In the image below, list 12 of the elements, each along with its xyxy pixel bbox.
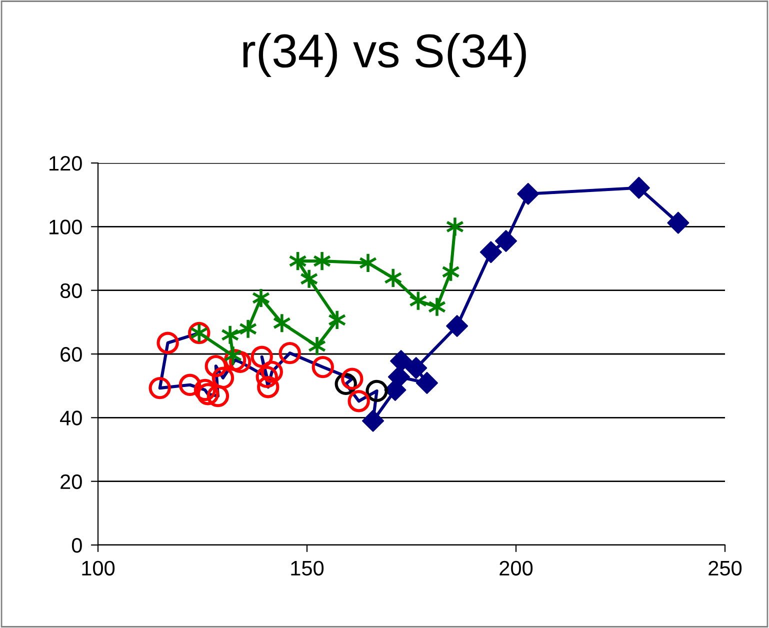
y-tick-label: 20 — [60, 474, 82, 490]
x-tick-label: 250 — [708, 560, 742, 576]
y-tick-label: 80 — [60, 283, 82, 298]
x-tick-label: 150 — [291, 560, 324, 576]
y-tick-label: 120 — [50, 156, 82, 171]
y-tick-label: 40 — [60, 410, 82, 426]
chart-title: r(34) vs S(34) — [243, 32, 526, 77]
y-tick-label: 60 — [60, 347, 82, 362]
x-tick-label: 200 — [500, 560, 533, 576]
x-tick-label: 100 — [82, 560, 115, 576]
y-tick-label: 100 — [50, 220, 82, 234]
y-tick-label: 0 — [72, 538, 82, 553]
